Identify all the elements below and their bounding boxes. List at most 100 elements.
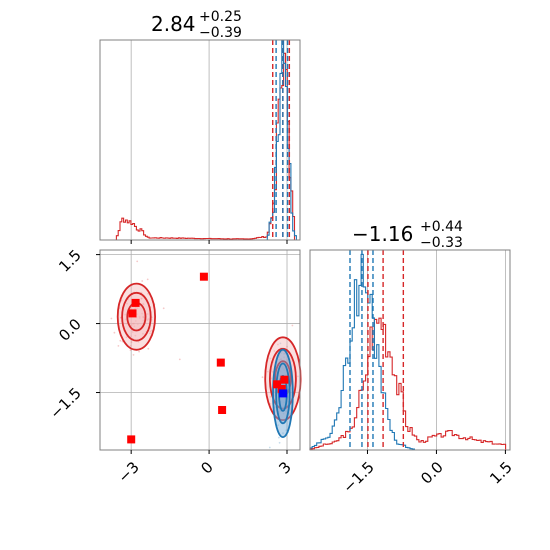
joint-sample-point: [269, 403, 272, 405]
joint-sample-point: [134, 307, 136, 310]
joint-sample-point: [278, 441, 281, 444]
joint-sample-point: [272, 361, 275, 364]
panel-p2-hist: [309, 249, 511, 454]
joint-marker-red: [127, 435, 136, 444]
joint-sample-point: [140, 297, 143, 300]
joint-sample-point: [278, 410, 280, 413]
joint-sample-point: [130, 341, 133, 344]
joint-sample-point: [280, 358, 283, 360]
joint-sample-point: [146, 278, 149, 281]
joint-sample-point: [278, 359, 281, 361]
joint-sample-point: [147, 347, 150, 350]
joint-sample-point: [283, 368, 285, 371]
joint-sample-point: [266, 370, 269, 373]
p1-hist-gridlines: [130, 40, 288, 240]
joint-sample-point: [134, 334, 137, 337]
joint-sample-point: [133, 322, 135, 325]
joint-sample-point: [130, 324, 133, 327]
p2-quantile-lines: [349, 250, 405, 450]
joint-sample-point: [274, 406, 277, 408]
p2-histograms: [309, 253, 510, 451]
joint-sample-point: [279, 358, 282, 361]
joint-y-tick-label-top: 1.5: [55, 246, 85, 276]
joint-sample-point: [149, 330, 152, 333]
joint-sample-point: [277, 376, 280, 379]
p2-x-tick-label-left: −1.5: [339, 458, 377, 496]
joint-sample-point: [113, 331, 116, 334]
joint-sample-point: [297, 375, 299, 378]
joint-sample-point: [291, 324, 294, 327]
joint-sample-point: [126, 302, 128, 305]
joint-sample-point: [142, 319, 145, 322]
p1-quantile-lines: [272, 40, 291, 240]
joint-sample-point: [270, 377, 273, 380]
joint-sample-point: [269, 396, 272, 398]
joint-sample-point: [146, 313, 149, 315]
joint-marker-red: [273, 380, 282, 389]
title-p1-value: 2.84: [151, 12, 196, 36]
joint-marker-red: [280, 375, 289, 384]
joint-sample-point: [110, 317, 113, 320]
p2-hist-blue-series: [309, 253, 510, 451]
joint-sample-point: [134, 320, 137, 322]
p2-x-tick-label-right: 1.5: [486, 458, 516, 488]
joint-sample-point: [132, 354, 135, 356]
title-p2-plus: +0.44: [420, 219, 463, 235]
joint-sample-point: [285, 373, 287, 376]
joint-sample-point: [290, 387, 292, 390]
joint-sample-point: [119, 339, 122, 342]
joint-sample-point: [269, 357, 272, 360]
joint-sample-point: [131, 331, 134, 333]
joint-x-tick-label-left: −3: [114, 458, 142, 486]
joint-sample-point: [162, 307, 165, 310]
p1-hist-frame: [99, 39, 301, 241]
joint-sample-point: [147, 292, 150, 295]
joint-sample-point: [285, 429, 288, 432]
joint-marker-red: [199, 272, 208, 281]
joint-sample-point: [283, 352, 286, 355]
joint-sample-point: [149, 332, 151, 335]
joint-sample-point: [283, 356, 285, 359]
joint-sample-point: [142, 303, 145, 306]
joint-sample-point: [142, 332, 144, 335]
p2-x-tick-labels: −1.5 0.0 1.5: [339, 458, 515, 496]
joint-sample-point: [117, 345, 120, 347]
joint-sample-point: [147, 318, 150, 320]
p1-hist-red-series: [100, 52, 300, 241]
title-p1-plus: +0.25: [199, 9, 242, 25]
p2-x-tick-label-mid: 0.0: [417, 458, 447, 488]
joint-sample-point: [279, 342, 282, 345]
joint-sample-point: [138, 350, 141, 353]
joint-sample-point: [261, 376, 264, 379]
joint-sample-point: [277, 424, 279, 426]
joint-sample-point: [133, 325, 136, 328]
joint-sample-point: [141, 280, 144, 282]
joint-sample-point: [136, 323, 139, 326]
joint-sample-point: [279, 370, 282, 372]
joint-sample-point: [132, 322, 135, 325]
joint-marker-red: [216, 358, 225, 367]
joint-marker-red: [131, 298, 140, 307]
joint-sample-point: [142, 302, 145, 305]
joint-marker-red: [277, 384, 286, 393]
joint-sample-point: [283, 353, 285, 355]
joint-sample-point: [134, 306, 137, 309]
joint-sample-point: [271, 371, 274, 373]
joint-sample-point: [136, 260, 139, 263]
joint-y-tick-labels: 1.5 0.0 −1.5: [46, 246, 84, 422]
joint-sample-point: [281, 365, 283, 368]
joint-sample-point: [282, 412, 285, 415]
joint-sample-point: [124, 313, 126, 316]
title-p1-minus: −0.39: [199, 25, 242, 41]
title-p1: 2.84 +0.25 −0.39: [151, 9, 242, 41]
joint-sample-point: [142, 315, 145, 318]
joint-sample-point: [124, 318, 127, 321]
joint-sample-point: [142, 316, 145, 319]
joint-ticks: [96, 254, 288, 454]
joint-sample-point: [288, 413, 291, 416]
joint-sample-point: [283, 369, 286, 372]
joint-x-tick-labels: −3 0 3: [114, 458, 294, 486]
joint-marker-red: [218, 406, 227, 414]
joint-sample-point: [140, 297, 143, 300]
